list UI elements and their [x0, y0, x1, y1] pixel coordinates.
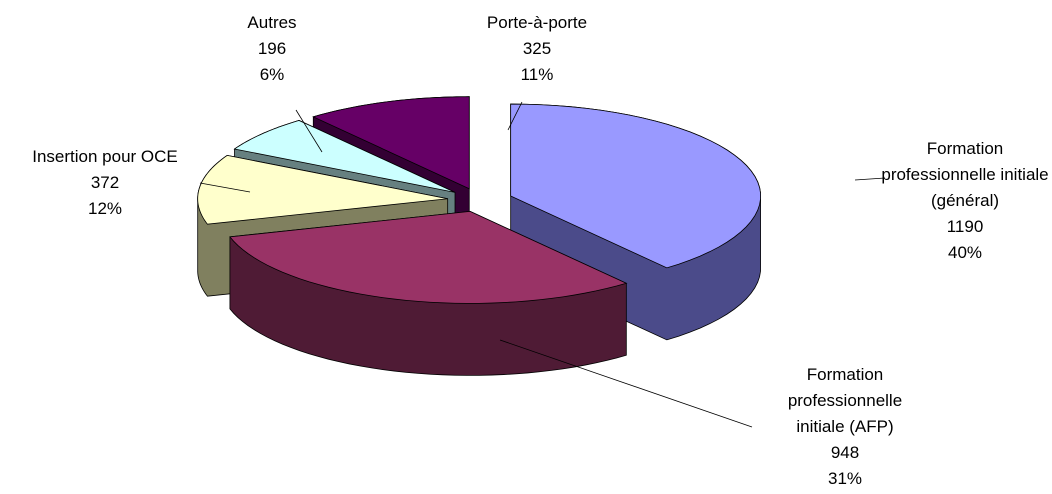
slice — [312, 96, 470, 190]
leader-line — [507, 101, 523, 131]
slice — [510, 103, 761, 269]
leader-line — [499, 339, 753, 428]
label-value: 372 — [90, 173, 120, 192]
label-value: 325 — [522, 39, 552, 58]
label-value: 1190 — [946, 217, 984, 236]
leader-line — [199, 182, 251, 193]
slice-label: Autres 196 6% — [212, 10, 332, 88]
slice-label: Formation professionnelle initiale (géné… — [880, 136, 1050, 266]
label-percent: 6% — [259, 65, 285, 84]
leader-line — [854, 177, 886, 181]
slice-label: Insertion pour OCE 372 12% — [0, 144, 210, 222]
label-category: Formation professionnelle initiale (AFP) — [787, 365, 903, 436]
label-category: Porte-à-porte — [486, 13, 588, 32]
label-percent: 40% — [947, 243, 983, 262]
label-value: 196 — [257, 39, 287, 58]
slice — [229, 210, 628, 304]
label-value: 948 — [830, 443, 860, 462]
slice-label: Formation professionnelle initiale (AFP)… — [765, 362, 925, 492]
slice-label: Porte-à-porte 325 11% — [457, 10, 617, 88]
label-percent: 12% — [87, 199, 123, 218]
slice — [233, 120, 456, 193]
slice — [197, 154, 448, 225]
label-percent: 31% — [827, 469, 863, 488]
label-category: Insertion pour OCE — [32, 147, 178, 166]
leader-line — [295, 109, 323, 153]
label-category: Formation professionnelle initiale (géné… — [881, 139, 1049, 210]
label-category: Autres — [247, 13, 297, 32]
label-percent: 11% — [520, 65, 554, 84]
